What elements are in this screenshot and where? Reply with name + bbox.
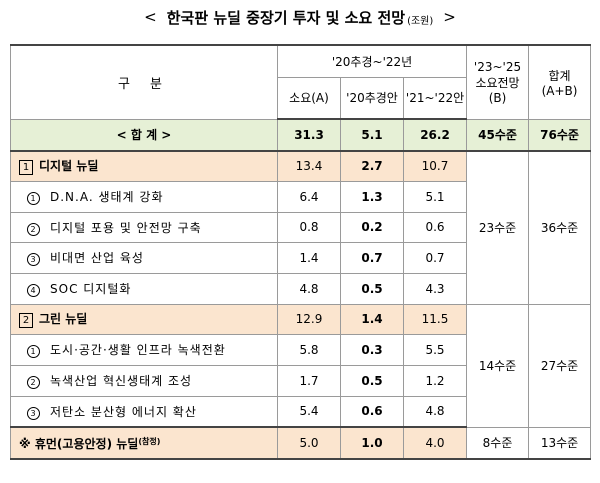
table-row-green: 2 그린 뉴딜 12.9 1.4 11.5 14수준 27수준 bbox=[10, 303, 592, 428]
green-total: 27수준 bbox=[528, 303, 592, 428]
total-label: < 합 계 > bbox=[10, 118, 278, 152]
green-demand: 12.9 bbox=[277, 303, 341, 335]
digital-item-demand: 6.4 bbox=[277, 180, 341, 213]
digital-item-y2122: 4.3 bbox=[402, 272, 468, 305]
title-unit: (조원) bbox=[407, 15, 434, 27]
green-item-supp20: 0.3 bbox=[340, 333, 404, 366]
header-category: 구 분 bbox=[10, 44, 278, 120]
digital-item-label: 1 D.N.A. 생태계 강화 bbox=[10, 180, 278, 213]
digital-item-supp20: 0.2 bbox=[340, 211, 404, 243]
header-supp20: '20추경안 bbox=[340, 76, 404, 120]
green-item-y2122: 4.8 bbox=[402, 395, 468, 428]
green-item-supp20: 0.5 bbox=[340, 364, 404, 397]
green-label: 2 그린 뉴딜 bbox=[10, 303, 278, 335]
green-item-y2122: 5.5 bbox=[402, 333, 468, 366]
human-label: ※ 휴먼(고용안정) 뉴딜(참정) bbox=[10, 426, 278, 460]
green-item-demand: 5.8 bbox=[277, 333, 341, 366]
digital-item-y2122: 5.1 bbox=[402, 180, 468, 213]
circled-number-icon: 1 bbox=[27, 345, 40, 358]
digital-item-label: 4 SOC 디지털화 bbox=[10, 272, 278, 305]
digital-item-demand: 0.8 bbox=[277, 211, 341, 243]
circled-number-icon: 1 bbox=[27, 192, 40, 205]
total-y2122: 26.2 bbox=[402, 118, 468, 152]
human-supp20: 1.0 bbox=[340, 426, 404, 460]
table-row: 3 저탄소 분산형 에너지 확산 5.4 0.6 4.8 bbox=[10, 395, 591, 428]
digital-total: 36수준 bbox=[528, 150, 592, 305]
digital-item-label: 3 비대면 산업 육성 bbox=[10, 241, 278, 274]
digital-label: 1 디지털 뉴딜 bbox=[10, 150, 278, 182]
digital-item-y2122: 0.6 bbox=[402, 211, 468, 243]
digital-demand: 13.4 bbox=[277, 150, 341, 182]
table-row: 4 SOC 디지털화 4.8 0.5 4.3 bbox=[10, 272, 591, 305]
green-outlook: 14수준 bbox=[466, 303, 530, 428]
header-demand: 소요(A) bbox=[277, 76, 341, 120]
investment-table: 구 분 '20추경~'22년 '23~'25 소요전망 (B) 합계 (A+B)… bbox=[10, 44, 592, 460]
table-row: 3 비대면 산업 육성 1.4 0.7 0.7 bbox=[10, 241, 591, 274]
green-number-box: 2 bbox=[19, 313, 33, 328]
total-demand: 31.3 bbox=[277, 118, 341, 152]
table-row: 2 디지털 포용 및 안전망 구축 0.8 0.2 0.6 bbox=[10, 211, 591, 243]
circled-number-icon: 4 bbox=[27, 284, 40, 297]
digital-item-demand: 4.8 bbox=[277, 272, 341, 305]
green-y2122: 11.5 bbox=[402, 303, 468, 335]
digital-item-demand: 1.4 bbox=[277, 241, 341, 274]
digital-outlook: 23수준 bbox=[466, 150, 530, 305]
table-title: < 한국판 뉴딜 중장기 투자 및 소요 전망 (조원) > bbox=[0, 0, 600, 34]
digital-item-supp20: 0.5 bbox=[340, 272, 404, 305]
green-item-demand: 1.7 bbox=[277, 364, 341, 397]
header-total: 합계 (A+B) bbox=[528, 44, 592, 120]
green-item-label: 3 저탄소 분산형 에너지 확산 bbox=[10, 395, 278, 428]
header-period-group: '20추경~'22년 bbox=[276, 44, 468, 78]
digital-y2122: 10.7 bbox=[402, 150, 468, 182]
digital-item-y2122: 0.7 bbox=[402, 241, 468, 274]
green-item-label: 2 녹색산업 혁신생태계 조성 bbox=[10, 364, 278, 397]
human-y2122: 4.0 bbox=[402, 426, 468, 460]
green-item-label: 1 도시·공간·생활 인프라 녹색전환 bbox=[10, 333, 278, 366]
total-total: 76수준 bbox=[528, 118, 592, 152]
circled-number-icon: 3 bbox=[27, 406, 40, 420]
title-close-bracket: > bbox=[443, 8, 456, 26]
title-text: 한국판 뉴딜 중장기 투자 및 소요 전망 bbox=[166, 8, 406, 27]
header-y2122: '21~'22안 bbox=[402, 76, 468, 120]
human-outlook: 8수준 bbox=[466, 426, 530, 460]
title-open-bracket: < bbox=[144, 8, 157, 26]
digital-item-label: 2 디지털 포용 및 안전망 구축 bbox=[10, 211, 278, 243]
table-row-digital: 1 디지털 뉴딜 13.4 2.7 10.7 23수준 36수준 bbox=[10, 150, 592, 305]
green-supp20: 1.4 bbox=[340, 303, 404, 335]
digital-item-supp20: 0.7 bbox=[340, 241, 404, 274]
table-row: 1 D.N.A. 생태계 강화 6.4 1.3 5.1 bbox=[10, 180, 591, 213]
digital-item-supp20: 1.3 bbox=[340, 180, 404, 213]
total-supp20: 5.1 bbox=[340, 118, 404, 152]
human-note: (참정) bbox=[138, 436, 161, 446]
circled-number-icon: 2 bbox=[27, 376, 40, 389]
human-demand: 5.0 bbox=[277, 426, 341, 460]
header-outlook: '23~'25 소요전망 (B) bbox=[466, 44, 530, 120]
total-outlook: 45수준 bbox=[466, 118, 530, 152]
table-row-total: < 합 계 > 31.3 5.1 26.2 45수준 76수준 bbox=[10, 118, 592, 152]
green-item-supp20: 0.6 bbox=[340, 395, 404, 428]
circled-number-icon: 3 bbox=[27, 253, 40, 266]
circled-number-icon: 2 bbox=[27, 222, 40, 236]
green-item-y2122: 1.2 bbox=[402, 364, 468, 397]
table-row-human: ※ 휴먼(고용안정) 뉴딜(참정) 5.0 1.0 4.0 8수준 13수준 bbox=[10, 426, 592, 460]
digital-supp20: 2.7 bbox=[340, 150, 404, 182]
digital-number-box: 1 bbox=[19, 160, 33, 176]
human-total: 13수준 bbox=[528, 426, 592, 460]
green-item-demand: 5.4 bbox=[277, 395, 341, 428]
